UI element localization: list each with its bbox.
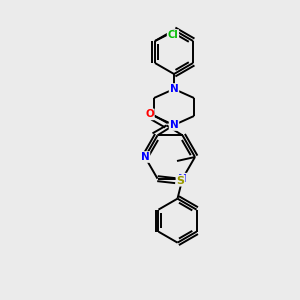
Text: O: O xyxy=(145,109,154,119)
Text: N: N xyxy=(178,174,187,184)
Text: S: S xyxy=(176,176,184,186)
Text: N: N xyxy=(169,120,178,130)
Text: Cl: Cl xyxy=(168,30,178,40)
Text: N: N xyxy=(169,84,178,94)
Text: N: N xyxy=(141,152,149,162)
